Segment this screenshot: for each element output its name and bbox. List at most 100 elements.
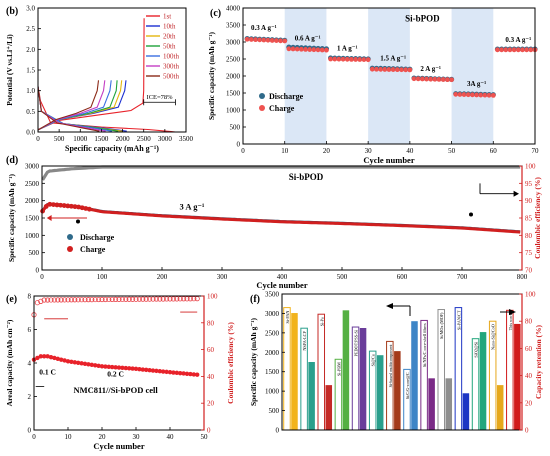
panel-e-efficiency-point [44, 297, 51, 303]
panel-c-tag: (c) [210, 8, 221, 19]
panel-c-charge-point [403, 67, 409, 73]
panel-d-ytick-label: 0 [36, 267, 40, 275]
panel-e-capacity-point [106, 364, 112, 370]
panel-c-rate-label: 3A g⁻¹ [467, 80, 486, 88]
panel-b-legend-label: 500th [163, 73, 179, 81]
panel-f-ytick-label: 2500 [265, 329, 280, 337]
panel-b-annotation: ICE=78% [147, 94, 174, 101]
panel-f-ytick-label: 1000 [265, 388, 280, 396]
panel-c-xtick-label: 20 [323, 147, 331, 155]
panel-d-xtick-label: 300 [217, 273, 228, 281]
panel-c-charge-point [436, 77, 442, 82]
panel-e-right-ytick-label: 80 [207, 319, 215, 327]
panel-e-tag: (e) [6, 294, 17, 305]
panel-f-right-ytick-label: 100 [525, 291, 536, 299]
panel-f-category-label: Si/MOx (MOF) [439, 312, 444, 339]
panel-c-charge-point [353, 57, 359, 62]
panel-c-ytick-label: 1500 [226, 90, 241, 98]
panel-c-charge-point [503, 47, 509, 53]
panel-f-ytick-label: 500 [269, 407, 280, 415]
panel-e-capacity-point [127, 366, 132, 371]
panel-d-charge-point [51, 202, 56, 208]
panel-e-capacity-point [93, 363, 98, 368]
panel-d-xtick-label: 600 [397, 273, 408, 281]
panel-b-ytick-label: 3.0 [26, 5, 35, 13]
panel-e-efficiency-point [187, 296, 193, 302]
panel-b-xtick-label: 2500 [137, 135, 152, 143]
panel-c-charge-point [449, 77, 454, 83]
panel-c-charge-point [257, 37, 263, 43]
panel-d-xtick-label: 800 [517, 273, 528, 281]
panel-d-legend-marker [67, 234, 73, 240]
panel-c-charge-point [524, 47, 530, 53]
panel-c-charge-point [511, 47, 517, 53]
panel-e-right-ytick-label: 100 [207, 293, 218, 301]
panel-c-charge-point [299, 46, 304, 52]
panel-e-efficiency-point [89, 297, 95, 303]
panel-b-plot-area [38, 8, 186, 132]
panel-e-efficiency-point [68, 297, 75, 303]
panel-e-capacity-point [191, 372, 196, 377]
panel-c-rate-label: 0.6 A g⁻¹ [295, 34, 321, 42]
panel-d-right-ytick-label: 70 [525, 267, 533, 275]
panel-e-efficiency-point [55, 297, 61, 303]
panel-e-efficiency-point [92, 296, 98, 303]
panel-b-legend-label: 50th [163, 43, 176, 51]
panel-e-efficiency-point [119, 296, 126, 302]
panel-c-charge-point [457, 92, 463, 97]
panel-d-xtick-label: 700 [457, 273, 468, 281]
panel-c-charge-point [499, 47, 505, 53]
panel-d-charge-point [69, 203, 74, 209]
panel-e-efficiency-point [174, 296, 180, 302]
panel-c-charge-point [390, 67, 396, 72]
panel-f-right-ytick-label: 20 [525, 399, 533, 407]
panel-e-xtick-label: 10 [65, 433, 73, 441]
panel-c-charge-point [424, 76, 429, 82]
panel-f-right-ytick-label: 60 [525, 345, 533, 353]
panel-f-category-label: Si-PAN [285, 311, 290, 324]
panel-d-charge-point [47, 201, 53, 207]
panel-f-retention-bar [325, 385, 333, 430]
panel-e-capacity-point [184, 371, 190, 376]
panel-e-efficiency-point [157, 296, 163, 302]
panel-e-annotation: 0.1 C [39, 368, 56, 377]
panel-b-xtick-label: 0 [36, 135, 40, 143]
panel-b-xtick-label: 3000 [158, 135, 173, 143]
panel-c-charge-point [440, 77, 446, 82]
panel-f-retention-bar [445, 378, 453, 430]
panel-c-rate-label: 1 A g⁻¹ [337, 45, 358, 53]
panel-c-ytick-label: 3500 [226, 22, 241, 30]
panel-d-charge-point [40, 208, 45, 214]
panel-c-legend-label: Discharge [269, 92, 304, 101]
panel-c-xtick-label: 50 [448, 147, 456, 155]
panel-c-xtick-label: 10 [281, 147, 289, 155]
panel-c-ytick-label: 1000 [226, 107, 241, 115]
panel-e-capacity-point [96, 363, 101, 369]
panel-d-ytick-label: 1500 [25, 215, 40, 223]
panel-e-capacity-point [72, 360, 78, 365]
panel-f-retention-bar [428, 378, 435, 430]
panel-c-title: Si-bPOD [405, 14, 440, 24]
panel-e-capacity-point [35, 355, 40, 361]
panel-d-arrowhead [46, 215, 52, 221]
panel-f-right-ytick-label: 80 [525, 318, 533, 326]
panel-c-charge-point [453, 91, 459, 97]
panel-e-capacity-point [82, 361, 88, 367]
panel-f-ylabel: Specific capacity (mAh g⁻¹) [249, 317, 258, 406]
panel-e-efficiency-point [85, 297, 92, 303]
panel-e-capacity-point [181, 371, 186, 376]
panel-e-ytick-label: 6 [28, 326, 32, 334]
panel-f-retention-bar [462, 393, 470, 430]
panel-c-ytick-label: 500 [230, 124, 241, 132]
panel-f-arrowhead [509, 309, 516, 315]
panel-f-category-label: Si-PAN/CT [456, 310, 461, 330]
panel-c-charge-point [319, 47, 325, 53]
panel-e-capacity-point [86, 362, 91, 367]
panel-d-charge-band [41, 202, 521, 234]
panel-c-charge-point [294, 46, 300, 52]
panel-f-ytick-label: 2000 [265, 349, 280, 357]
panel-d-charge-point [79, 205, 85, 211]
panel-c-charge-point [328, 56, 333, 62]
panel-b-legend-label: 1st [163, 13, 171, 21]
panel-c-charge-point [332, 56, 338, 62]
